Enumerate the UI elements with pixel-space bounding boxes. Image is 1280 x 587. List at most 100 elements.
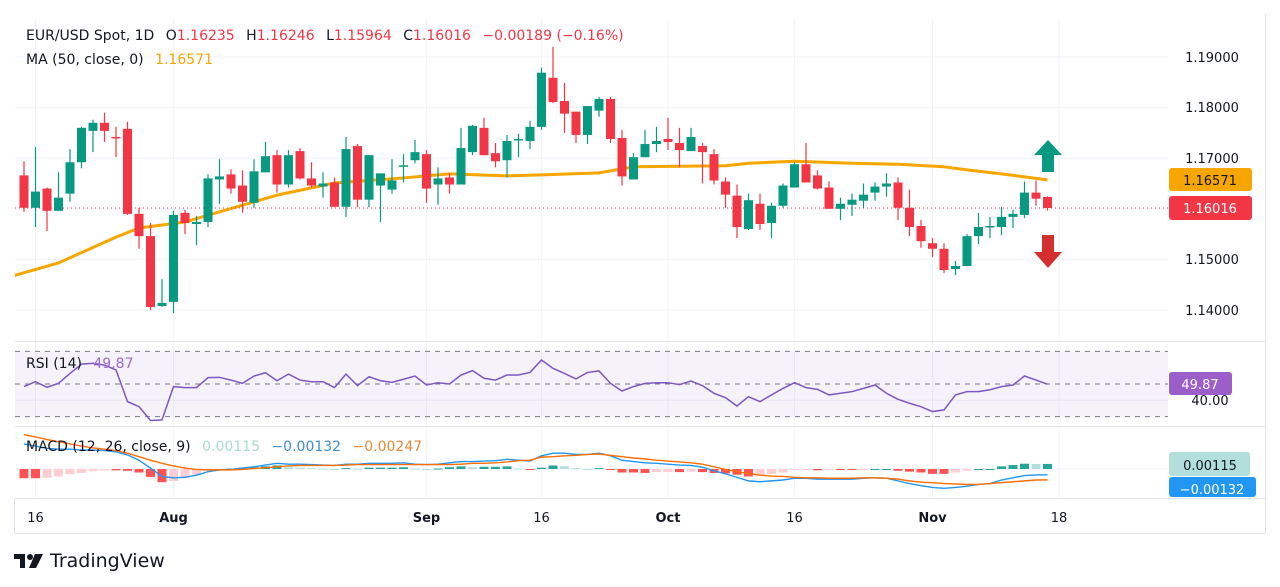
candle-body: [42, 188, 52, 211]
candle-up: [169, 210, 178, 314]
candle-down: [1043, 196, 1052, 211]
ma50-line: [15, 159, 1048, 277]
svg-text:1.16016: 1.16016: [1183, 202, 1237, 217]
candle-down: [330, 177, 339, 208]
candle-body: [307, 178, 316, 186]
candle-up: [525, 120, 535, 150]
candle-body: [629, 157, 638, 180]
macd-histogram-bar: [525, 469, 535, 470]
rsi-pane: [15, 350, 1168, 422]
candle-body: [19, 175, 29, 208]
candle-down: [755, 193, 765, 231]
svg-text:0.00115: 0.00115: [1183, 459, 1237, 474]
time-tick: 16: [533, 511, 550, 526]
candle-up: [790, 162, 799, 188]
candle-down: [123, 121, 132, 215]
candle-up: [192, 215, 201, 246]
price-tick: 1.18000: [1185, 101, 1239, 116]
arrow-up-icon: [1034, 140, 1062, 172]
tradingview-logo-icon: [14, 554, 43, 568]
macd-histogram-bar: [318, 468, 328, 470]
candle-body: [502, 140, 512, 161]
candle-body: [249, 171, 259, 203]
macd-histogram-bar: [859, 469, 868, 470]
candle-down: [491, 143, 500, 168]
candle-body: [640, 144, 650, 158]
candle-body: [341, 149, 351, 207]
macd-histogram-bar: [847, 469, 857, 470]
grid-lines: [15, 20, 1168, 497]
candle-down: [675, 127, 684, 168]
candle-up: [997, 206, 1006, 236]
close-value: 1.16016: [413, 28, 471, 44]
candle-body: [939, 248, 949, 271]
tradingview-logo[interactable]: TradingView: [14, 550, 165, 572]
pane-separators: [14, 14, 1266, 534]
candle-body: [65, 162, 75, 194]
rsi-label: RSI (14): [26, 356, 82, 372]
macd-histogram-bar: [364, 467, 374, 469]
macd-histogram-bar: [157, 469, 167, 483]
candle-up: [1020, 181, 1029, 218]
signal-line: [23, 433, 1048, 486]
symbol-title[interactable]: EUR/USD Spot, 1D: [26, 28, 155, 44]
macd-histogram-bar: [606, 469, 615, 470]
macd-histogram-bar: [88, 469, 98, 472]
candle-body: [514, 138, 523, 141]
candle-body: [721, 181, 730, 195]
rsi-value-badge: 49.87: [1169, 372, 1232, 395]
candle-body: [847, 199, 857, 205]
candle-down: [111, 126, 121, 158]
candle-up: [514, 133, 523, 158]
macd-histogram-bar: [31, 469, 40, 479]
macd-histogram-bar: [893, 469, 903, 471]
candle-body: [169, 214, 178, 302]
macd-histogram-bar: [571, 468, 581, 470]
candle-body: [962, 236, 972, 266]
candle-down: [698, 143, 707, 184]
macd-histogram-bar: [341, 468, 351, 470]
candle-body: [192, 221, 201, 224]
rsi-value: 49.87: [93, 356, 134, 372]
macd-histogram-bar: [180, 469, 190, 479]
candle-body: [399, 165, 408, 167]
candle-body: [583, 106, 592, 135]
macd-legend[interactable]: MACD (12, 26, close, 9) 0.00115 −0.00132…: [26, 438, 422, 456]
candle-up: [364, 155, 374, 208]
candle-up: [951, 260, 960, 276]
candle-down: [663, 117, 673, 151]
candle-body: [146, 236, 155, 307]
candle-up: [974, 212, 983, 245]
candle-down: [801, 143, 811, 183]
candle-down: [19, 161, 29, 212]
time-tick: 18: [1051, 511, 1068, 526]
time-tick: Oct: [656, 511, 681, 526]
macd-histogram-bar: [617, 469, 627, 473]
price-axis[interactable]: 1.19000 1.18000 1.17000 1.15000 1.14000 …: [1169, 51, 1256, 498]
macd-histogram-bar: [295, 467, 305, 469]
candle-body: [974, 227, 983, 237]
time-axis[interactable]: 16 Aug Sep 16 Oct 16 Nov 18: [27, 511, 1067, 526]
candle-body: [916, 226, 926, 242]
time-tick: Sep: [413, 511, 441, 526]
candle-body: [433, 178, 443, 185]
candle-body: [744, 200, 753, 230]
macd-histogram-bar: [192, 469, 201, 475]
macd-histogram-bar: [376, 467, 385, 469]
macd-histogram-bar: [330, 469, 339, 470]
macd-histogram-bar: [77, 469, 86, 473]
macd-histogram-bar: [928, 469, 937, 474]
candle-down: [721, 177, 730, 208]
macd-histogram-bar: [42, 469, 52, 478]
candle-up: [1008, 209, 1018, 229]
macd-histogram-bar: [675, 469, 684, 473]
rsi-legend[interactable]: RSI (14) 49.87: [26, 355, 133, 373]
candle-body: [859, 194, 868, 201]
macd-histogram-bar: [502, 466, 512, 469]
open-label: O: [165, 28, 177, 44]
ma-legend[interactable]: MA (50, close, 0) 1.16571: [26, 51, 213, 69]
candle-body: [928, 243, 937, 249]
candle-up: [249, 159, 259, 208]
macd-histogram-bar: [870, 469, 880, 470]
